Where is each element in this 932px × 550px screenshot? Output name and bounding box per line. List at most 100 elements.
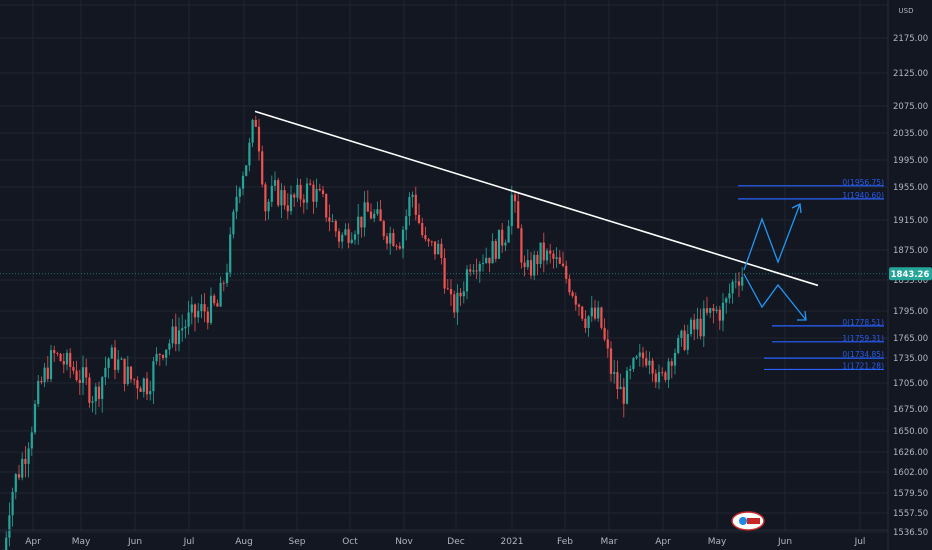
candle [238, 186, 241, 204]
candle [302, 194, 305, 214]
x-tick-label: 2021 [501, 537, 524, 547]
candle [385, 233, 389, 250]
candle [235, 185, 238, 220]
y-tick-label: 2035.00 [893, 129, 928, 139]
candle [689, 317, 693, 337]
candle [421, 217, 424, 238]
candle [318, 183, 321, 192]
candle [187, 300, 190, 335]
time-axis[interactable]: Apr May Jun Jul Aug Sep Oct Nov Dec 2021 Feb Mar Apr… [25, 537, 865, 547]
bullish-projection-arrow[interactable] [743, 203, 801, 271]
candle [654, 369, 657, 389]
x-tick-label: Jun [777, 537, 792, 547]
y-tick-label: 1602.00 [893, 468, 928, 478]
candle [257, 118, 261, 161]
candle [536, 251, 539, 276]
candle [145, 372, 149, 401]
price-axis[interactable]: 2175.00 2125.00 2075.00 2035.00 1995.00 1955.… [893, 34, 928, 538]
candle [104, 356, 107, 386]
candle [43, 362, 46, 388]
y-tick-label: 1915.00 [893, 216, 928, 226]
candle [325, 193, 328, 222]
candle [606, 329, 609, 358]
candle [165, 349, 168, 366]
candle [619, 373, 622, 390]
candle [427, 237, 430, 247]
candle [587, 315, 590, 337]
candle [494, 238, 497, 263]
candle [638, 343, 641, 367]
candle [139, 386, 142, 392]
candle [389, 226, 392, 255]
candle [475, 258, 478, 279]
candle [56, 351, 59, 357]
candle [449, 279, 453, 306]
currency-label: USD [899, 7, 914, 15]
x-tick-label: Apr [655, 537, 671, 547]
y-tick-label: 1675.00 [893, 405, 928, 415]
candle [65, 349, 69, 371]
candle [123, 358, 126, 392]
candle [609, 341, 613, 382]
candle [97, 381, 101, 408]
x-tick-label: Dec [447, 537, 464, 547]
x-tick-label: May [708, 537, 727, 547]
candle [725, 296, 728, 314]
candle [261, 145, 264, 188]
candle [443, 248, 446, 294]
candle [321, 185, 325, 198]
candle [315, 178, 318, 208]
candle [552, 250, 555, 269]
y-tick-label: 1995.00 [893, 156, 928, 166]
candle [101, 375, 104, 413]
candle [661, 367, 664, 377]
drawings[interactable]: 0(1956.75) 1(1940.60) 0(1778.51) 1(1759.31)… [254, 110, 884, 370]
candle [581, 305, 584, 321]
candle [69, 348, 72, 379]
trendline[interactable] [254, 110, 819, 287]
x-tick-label: Jun [127, 537, 142, 547]
candle [331, 214, 334, 223]
candle [392, 228, 395, 247]
y-tick-label: 2125.00 [893, 69, 928, 79]
candle [590, 295, 593, 323]
current-price-value: 1843.26 [891, 270, 930, 280]
candle [741, 267, 744, 291]
candle [277, 177, 280, 208]
candle [168, 339, 171, 356]
candle [517, 191, 520, 229]
candle [37, 374, 40, 408]
candle [379, 199, 382, 222]
candle [49, 345, 53, 383]
candle [376, 201, 379, 216]
candle [686, 324, 689, 355]
fib-level-label: 1(1940.60) [842, 191, 884, 200]
candles [2, 115, 744, 550]
candle [225, 263, 229, 287]
x-tick-label: Mar [601, 537, 618, 547]
current-price-tag: 1843.26 [889, 267, 932, 281]
x-tick-label: Feb [557, 537, 573, 547]
candle [88, 373, 91, 408]
candle [328, 204, 331, 232]
candle [709, 307, 712, 318]
candle [24, 446, 27, 478]
candle [705, 296, 709, 316]
candle [565, 260, 568, 284]
y-tick-label: 1536.50 [893, 528, 928, 538]
candle [472, 264, 475, 275]
candle [488, 257, 491, 273]
candle [283, 185, 286, 210]
x-tick-label: Aug [235, 537, 253, 547]
candle [197, 302, 200, 323]
candle [497, 229, 501, 260]
candle [603, 318, 606, 342]
bearish-projection-arrow[interactable] [743, 273, 807, 321]
candle [94, 382, 97, 415]
candle [286, 193, 289, 220]
fib-level-label: 0(1956.75) [842, 178, 884, 187]
candle [613, 360, 616, 384]
candle [369, 203, 373, 220]
candle [312, 180, 315, 214]
